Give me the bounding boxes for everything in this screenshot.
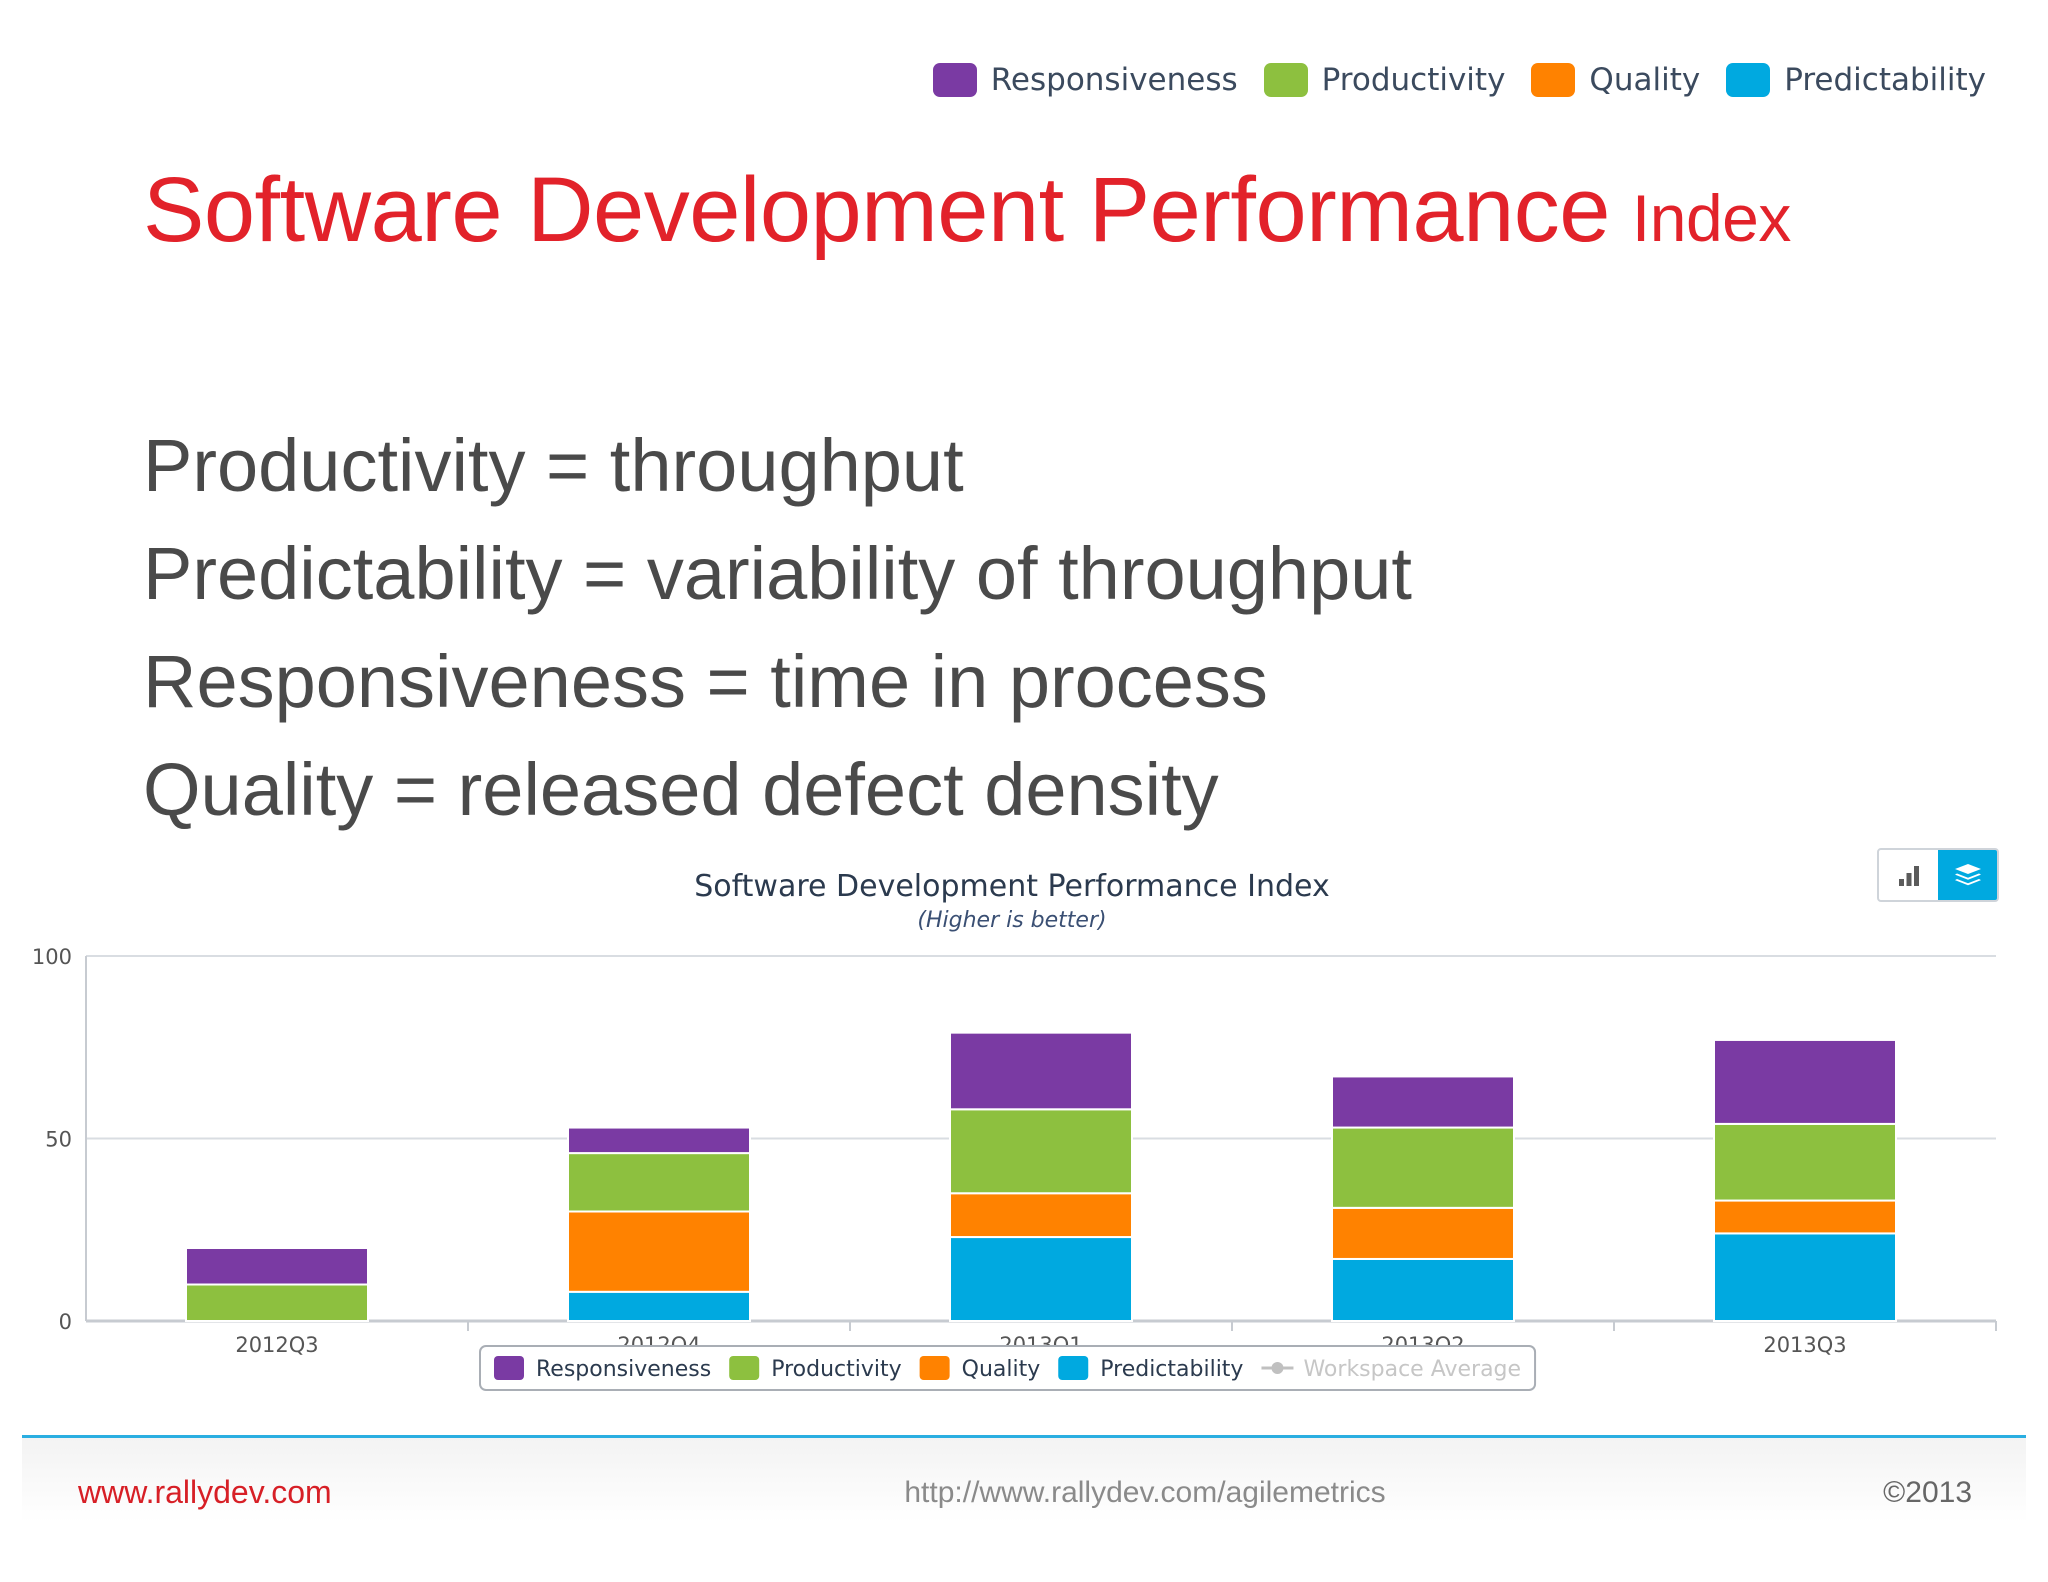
footer-background [22, 1438, 2026, 1578]
bar-2013q3-responsiveness[interactable] [1713, 1038, 1897, 1125]
legend-swatch [494, 1356, 524, 1380]
bar-2013q1-predictability[interactable] [949, 1236, 1133, 1322]
bar-2012q4-productivity[interactable] [567, 1152, 751, 1213]
legend-swatch [1058, 1356, 1089, 1380]
stacked-layers-icon [1954, 864, 1981, 886]
definition-predictability: Predictability = variability of throughp… [143, 532, 1412, 615]
stacked-chart-toggle-button[interactable] [1938, 850, 1997, 900]
chart-legend-item-productivity[interactable]: Productivity [729, 1356, 902, 1382]
slide-title-suffix: Index [1631, 181, 1791, 255]
legend-label-productivity: Productivity [1321, 62, 1506, 98]
chart-title: Software Development Performance Index [694, 869, 1330, 904]
top-legend-item-productivity: Productivity [1263, 62, 1506, 98]
bar-2013q1-productivity[interactable] [949, 1108, 1133, 1195]
bar-chart-toggle-button[interactable] [1879, 850, 1938, 900]
bar-2012q4-responsiveness[interactable] [567, 1126, 751, 1155]
bar-2013q2-responsiveness[interactable] [1331, 1075, 1515, 1129]
definition-productivity: Productivity = throughput [143, 424, 964, 507]
footer-copyright: ©2013 [1883, 1476, 1972, 1509]
legend-label-quality: Quality [1589, 62, 1701, 98]
legend-marker-icon [1271, 1362, 1284, 1374]
legend-label: Quality [962, 1357, 1041, 1382]
bar-2013q2-productivity[interactable] [1331, 1126, 1515, 1209]
x-tick-label: 2013Q3 [1763, 1333, 1846, 1357]
legend-label-predictability: Predictability [1784, 62, 1986, 98]
bar-2013q1-responsiveness[interactable] [949, 1031, 1133, 1111]
legend-swatch-responsiveness [932, 63, 977, 97]
definition-quality: Quality = released defect density [143, 748, 1219, 831]
top-legend: Responsiveness Productivity Quality Pred… [932, 62, 1986, 98]
y-tick-label: 50 [45, 1128, 72, 1152]
top-legend-item-quality: Quality [1531, 62, 1700, 98]
chart-legend-item-workspace-average[interactable]: Workspace Average [1261, 1357, 1521, 1382]
legend-swatch [729, 1356, 760, 1380]
bar-chart-icon [1898, 866, 1919, 886]
x-tick-label: 2012Q3 [235, 1333, 318, 1357]
bar-2013q3-quality[interactable] [1713, 1199, 1897, 1235]
bar-2012q3-responsiveness[interactable] [185, 1247, 369, 1286]
top-legend-item-predictability: Predictability [1726, 62, 1986, 98]
chart-type-toggle[interactable] [1877, 848, 1999, 902]
performance-index-chart: Software Development Performance Index (… [32, 869, 1997, 1391]
legend-label: Productivity [771, 1357, 901, 1382]
legend-swatch-productivity [1263, 63, 1308, 97]
chart-legend-item-responsiveness[interactable]: Responsiveness [494, 1356, 711, 1382]
chart-legend[interactable]: Responsiveness Productivity Quality Predict… [479, 1345, 1537, 1391]
bar-2012q3-productivity[interactable] [185, 1283, 369, 1322]
legend-label: Predictability [1100, 1357, 1243, 1382]
top-legend-item-responsiveness: Responsiveness [932, 62, 1238, 98]
legend-swatch [919, 1356, 950, 1380]
definitions-list: Productivity = throughput Predictability… [143, 412, 1412, 844]
slide-title: Software Development Performance Index [143, 158, 1791, 263]
legend-swatch-quality [1531, 63, 1576, 97]
bar-2012q4-quality[interactable] [567, 1210, 751, 1293]
footer-url[interactable]: http://www.rallydev.com/agilemetrics [904, 1476, 1386, 1509]
chart-legend-item-quality[interactable]: Quality [919, 1356, 1041, 1382]
footer-website-link[interactable]: www.rallydev.com [78, 1474, 332, 1510]
bar-2013q1-quality[interactable] [949, 1192, 1133, 1239]
y-tick-label: 100 [32, 945, 72, 969]
bar-2013q2-quality[interactable] [1331, 1206, 1515, 1260]
chart-subtitle: (Higher is better) [917, 908, 1106, 933]
bar-2013q3-productivity[interactable] [1713, 1122, 1897, 1202]
chart-legend-item-predictability[interactable]: Predictability [1058, 1356, 1243, 1382]
definition-responsiveness: Responsiveness = time in process [143, 640, 1268, 723]
legend-swatch-predictability [1726, 63, 1771, 97]
bar-2013q2-predictability[interactable] [1331, 1257, 1515, 1323]
bar-2013q3-predictability[interactable] [1713, 1232, 1897, 1322]
bar-2012q4-predictability[interactable] [567, 1290, 751, 1322]
legend-label-responsiveness: Responsiveness [990, 62, 1238, 98]
slide-title-main: Software Development Performance [143, 159, 1610, 261]
footer-divider [22, 1435, 2026, 1438]
y-tick-label: 0 [59, 1310, 72, 1334]
bars-layer [185, 1031, 1897, 1323]
legend-label: Workspace Average [1303, 1357, 1521, 1382]
legend-label: Responsiveness [536, 1357, 711, 1382]
